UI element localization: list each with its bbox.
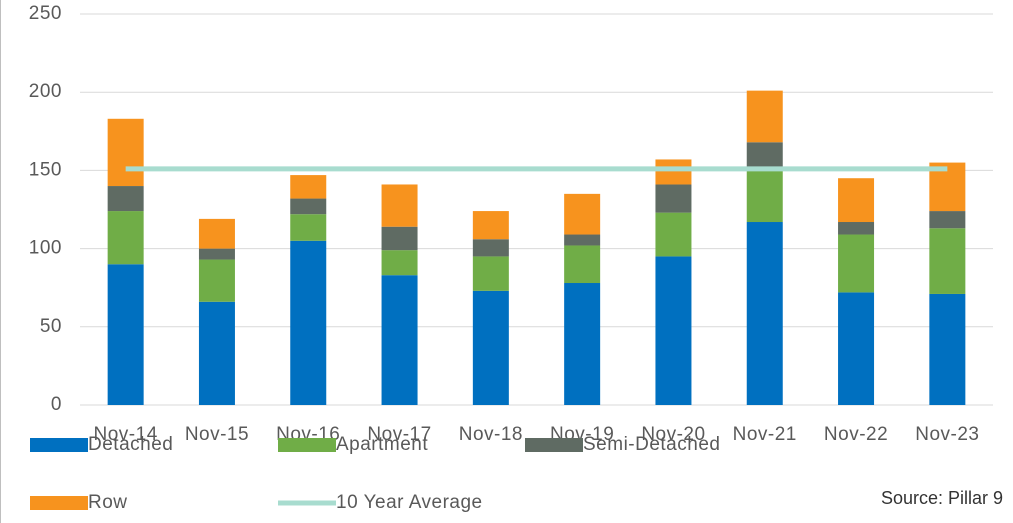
bar-segment <box>198 259 235 302</box>
bar-segment <box>746 90 783 143</box>
bar-segment <box>381 226 418 251</box>
x-tick-label: Nov-18 <box>459 424 523 445</box>
y-tick-label: 200 <box>29 81 62 102</box>
legend-label: Detached <box>88 434 173 455</box>
bar-segment <box>929 228 966 294</box>
legend-swatch <box>30 496 88 510</box>
bar-segment <box>746 167 783 223</box>
bar-segment <box>381 250 418 276</box>
bar-segment <box>838 178 875 223</box>
y-tick-label: 250 <box>29 3 62 24</box>
bar-segment <box>564 245 601 284</box>
y-tick-label: 150 <box>29 159 62 180</box>
bar-segment <box>107 211 144 265</box>
bar-segment <box>381 184 418 227</box>
bar-segment <box>838 234 875 293</box>
bar-segment <box>929 293 966 405</box>
bar-segment <box>472 211 509 240</box>
x-tick-label: Nov-14 <box>94 424 158 445</box>
bar-segment <box>746 222 783 405</box>
bar-segment <box>838 292 875 405</box>
legend-label: Semi-Detached <box>583 434 720 455</box>
bar-segment <box>564 234 601 246</box>
bar-segment <box>655 212 692 257</box>
bar-segment <box>472 239 509 257</box>
bar-segment <box>472 290 509 405</box>
bar-segment <box>198 218 235 249</box>
x-tick-label: Nov-20 <box>641 424 705 445</box>
bar-segment <box>929 211 966 229</box>
legend-swatch <box>525 438 583 452</box>
legend-swatch <box>278 438 336 452</box>
x-tick-label: Nov-15 <box>185 424 249 445</box>
bar-segment <box>107 186 144 212</box>
legend-label: 10 Year Average <box>336 492 483 513</box>
legend-label: Row <box>88 492 128 513</box>
bar-segment <box>655 159 692 185</box>
y-tick-label: 50 <box>40 316 62 337</box>
y-tick-label: 100 <box>29 238 62 259</box>
bar-segment <box>564 193 601 235</box>
bar-segment <box>290 198 327 215</box>
bar-segment <box>838 222 875 235</box>
bar-segment <box>198 248 235 260</box>
x-tick-label: Nov-17 <box>367 424 431 445</box>
bar-segment <box>381 275 418 405</box>
bar-segment <box>107 264 144 405</box>
bar-segment <box>746 142 783 168</box>
bar-segment <box>472 256 509 291</box>
bar-segment <box>655 184 692 213</box>
bar-segment <box>290 214 327 241</box>
bar-segment <box>290 240 327 405</box>
source-note: Source: Pillar 9 <box>881 488 1003 508</box>
bar-segment <box>655 256 692 405</box>
x-tick-label: Nov-21 <box>733 424 797 445</box>
legend-label: Apartment <box>336 434 428 455</box>
bar-segment <box>290 175 327 199</box>
x-tick-label: Nov-23 <box>915 424 979 445</box>
bar-segment <box>107 118 144 187</box>
y-tick-label: 0 <box>51 394 62 415</box>
x-tick-label: Nov-22 <box>824 424 888 445</box>
legend-swatch <box>30 438 88 452</box>
bar-segment <box>564 283 601 405</box>
bar-segment <box>198 301 235 405</box>
